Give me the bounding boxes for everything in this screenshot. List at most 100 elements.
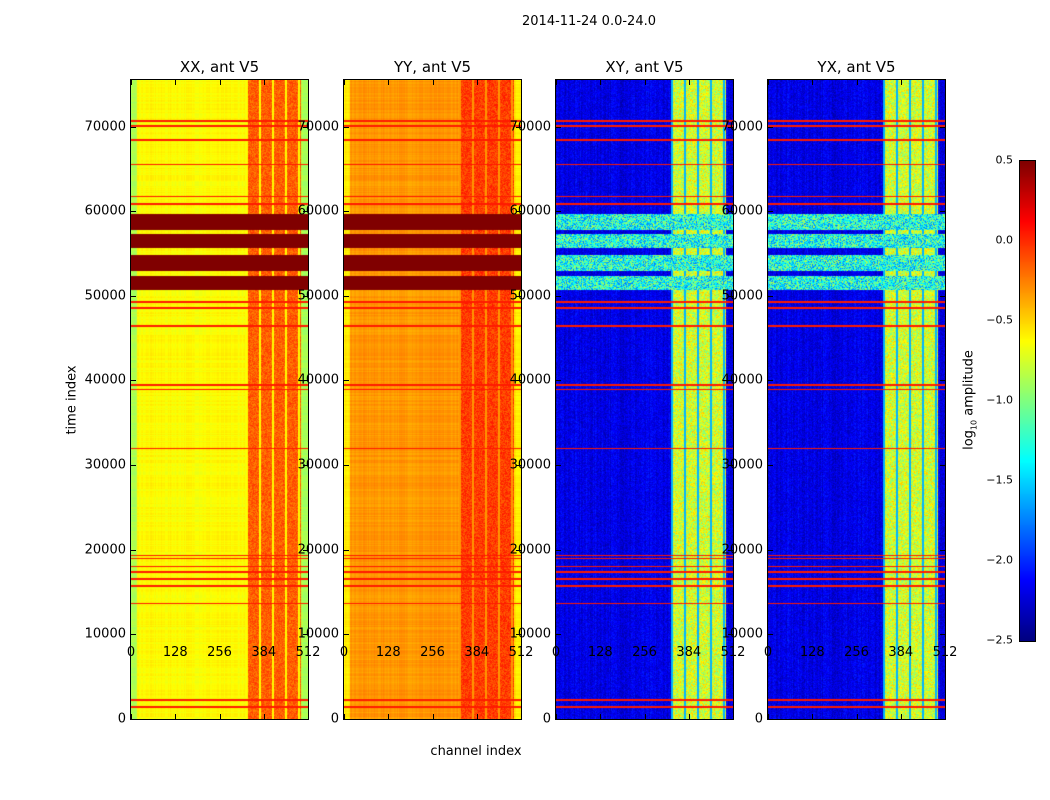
y-tick-mark (303, 126, 308, 128)
y-tick-mark (728, 634, 733, 636)
y-tick-mark (768, 549, 773, 551)
y-tick-mark (303, 295, 308, 297)
y-tick-mark (131, 380, 136, 382)
colorbar-tick-label: 0.0 (995, 233, 1014, 247)
x-tick-mark (768, 714, 769, 719)
y-tick-label: 70000 (297, 119, 339, 135)
y-axis-label: time index (64, 365, 80, 435)
x-tick-mark (688, 714, 690, 719)
y-tick-mark (344, 719, 349, 720)
y-tick-mark (940, 211, 945, 213)
y-tick-mark (768, 719, 773, 720)
y-tick-mark (728, 380, 733, 382)
y-tick-mark (768, 126, 773, 128)
y-tick-label: 70000 (509, 119, 551, 135)
x-tick-mark (812, 714, 814, 719)
y-tick-label: 30000 (297, 457, 339, 473)
y-tick-mark (768, 295, 773, 297)
y-tick-mark (556, 126, 561, 128)
y-tick-label: 40000 (721, 372, 763, 388)
y-tick-mark (768, 211, 773, 213)
y-tick-mark (556, 211, 561, 213)
y-tick-mark (768, 634, 773, 636)
y-tick-label: 40000 (84, 372, 126, 388)
y-tick-mark (131, 126, 136, 128)
y-tick-mark (728, 126, 733, 128)
y-tick-mark (516, 549, 521, 551)
y-tick-mark (940, 549, 945, 551)
x-tick-mark (263, 714, 265, 719)
y-tick-label: 50000 (84, 288, 126, 304)
y-tick-mark (556, 465, 561, 467)
y-tick-label: 0 (754, 711, 763, 727)
x-tick-label: 256 (207, 645, 232, 660)
y-tick-mark (303, 549, 308, 551)
panel-title: YY, ant V5 (393, 58, 471, 76)
colorbar-tick-label: −1.0 (986, 393, 1013, 407)
panel-yy: YY, ant V5 (343, 58, 522, 720)
y-tick-mark (728, 465, 733, 467)
x-tick-label: 128 (375, 645, 401, 660)
y-tick-label: 50000 (509, 288, 551, 304)
y-tick-label: 0 (330, 711, 339, 727)
y-tick-label: 20000 (84, 542, 126, 558)
y-tick-mark (768, 380, 773, 382)
y-tick-label: 20000 (509, 542, 551, 558)
y-tick-mark (516, 295, 521, 297)
x-tick-mark (733, 714, 734, 719)
y-tick-label: 30000 (721, 457, 763, 473)
y-tick-mark (303, 719, 308, 720)
y-tick-mark (516, 634, 521, 636)
heatmap-yx (768, 80, 945, 719)
x-tick-mark (556, 80, 557, 85)
y-tick-label: 30000 (84, 457, 126, 473)
y-tick-mark (131, 549, 136, 551)
y-tick-mark (344, 295, 349, 297)
x-tick-mark (308, 714, 309, 719)
y-tick-mark (728, 211, 733, 213)
y-tick-mark (556, 549, 561, 551)
x-tick-label: 384 (464, 645, 490, 660)
x-tick-mark (945, 80, 946, 85)
x-tick-label: 512 (932, 645, 958, 660)
y-tick-mark (940, 634, 945, 636)
colorbar-tick-label: −0.5 (986, 313, 1013, 327)
y-tick-mark (940, 126, 945, 128)
y-tick-label: 10000 (84, 626, 126, 642)
x-tick-mark (600, 80, 602, 85)
panel-title: XX, ant V5 (179, 58, 260, 76)
y-tick-mark (728, 295, 733, 297)
y-tick-mark (303, 380, 308, 382)
y-tick-label: 0 (117, 711, 126, 727)
y-tick-label: 40000 (297, 372, 339, 388)
y-tick-mark (516, 465, 521, 467)
x-tick-mark (175, 80, 177, 85)
x-tick-mark (308, 80, 309, 85)
y-tick-mark (940, 719, 945, 720)
panel-title: YX, ant V5 (817, 58, 896, 76)
y-tick-mark (516, 126, 521, 128)
y-tick-mark (303, 634, 308, 636)
y-tick-mark (516, 211, 521, 213)
x-tick-label: 512 (295, 645, 321, 660)
colorbar-label-sub: 10 (969, 419, 979, 431)
x-tick-mark (856, 80, 858, 85)
x-tick-mark (644, 80, 646, 85)
x-tick-mark (131, 80, 132, 85)
x-tick-mark (219, 80, 221, 85)
x-tick-mark (131, 714, 132, 719)
panel-xy: XY, ant V5 (555, 58, 734, 720)
x-tick-mark (388, 80, 390, 85)
y-tick-mark (768, 465, 773, 467)
x-tick-mark (900, 80, 902, 85)
x-tick-mark (900, 714, 902, 719)
x-tick-mark (388, 714, 390, 719)
y-tick-mark (131, 719, 136, 720)
colorbar-gradient (1020, 161, 1035, 641)
y-tick-label: 70000 (721, 119, 763, 135)
y-tick-mark (516, 719, 521, 720)
x-tick-label: 128 (162, 645, 188, 660)
x-tick-label: 0 (126, 645, 136, 660)
colorbar-tick-label: −2.0 (986, 553, 1013, 567)
y-tick-mark (344, 465, 349, 467)
